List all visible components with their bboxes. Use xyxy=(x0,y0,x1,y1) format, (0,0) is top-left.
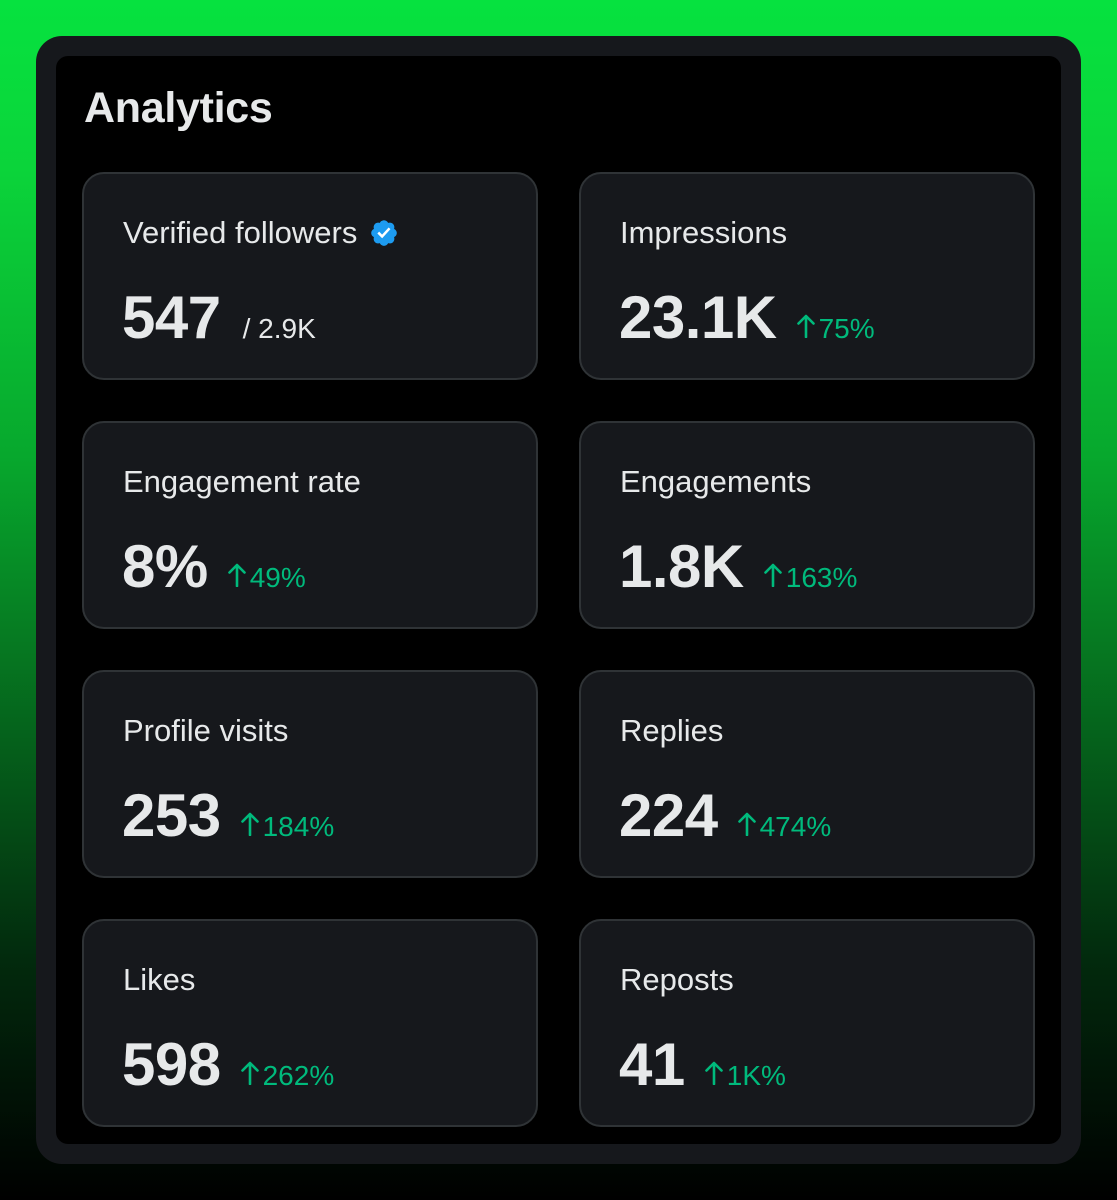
page-title: Analytics xyxy=(84,84,273,132)
metric-label: Replies xyxy=(620,713,724,748)
metric-label: Engagements xyxy=(620,464,812,499)
metric-change-value: 163% xyxy=(785,562,858,593)
metric-value-row: 1.8K 163% xyxy=(619,531,857,603)
metric-value: 8% xyxy=(122,533,208,600)
metric-value: 41 xyxy=(619,1031,685,1098)
metric-change-value: 49% xyxy=(249,562,306,593)
metric-value-row: 41 1K% xyxy=(619,1029,786,1101)
metric-change: 163% xyxy=(763,561,858,595)
metric-change-value: 75% xyxy=(818,313,875,344)
metric-label-row: Verified followers xyxy=(123,214,399,252)
metric-change: 262% xyxy=(240,1059,335,1093)
metric-card-engagements[interactable]: Engagements 1.8K 163% xyxy=(579,421,1035,629)
metric-change: 1K% xyxy=(704,1059,786,1093)
analytics-panel: Analytics Verified followers 547 / 2.9K xyxy=(56,56,1061,1144)
arrow-up-icon xyxy=(240,810,259,844)
metric-label: Verified followers xyxy=(123,215,358,250)
metric-label: Profile visits xyxy=(123,713,289,748)
metric-change: 184% xyxy=(240,810,335,844)
metric-value: 547 xyxy=(122,284,221,351)
metric-value-row: 23.1K 75% xyxy=(619,282,875,354)
arrow-up-icon xyxy=(737,810,756,844)
metric-label: Likes xyxy=(123,962,196,997)
metric-label: Engagement rate xyxy=(123,464,361,499)
metric-card-impressions[interactable]: Impressions 23.1K 75% xyxy=(579,172,1035,380)
arrow-up-icon xyxy=(763,561,782,595)
metric-change: 474% xyxy=(737,810,832,844)
arrow-up-icon xyxy=(796,312,815,346)
arrow-up-icon xyxy=(704,1059,723,1093)
metric-value: 253 xyxy=(122,782,221,849)
metric-value: 224 xyxy=(619,782,718,849)
metric-value-row: 224 474% xyxy=(619,780,831,852)
metric-card-profile-visits[interactable]: Profile visits 253 184% xyxy=(82,670,538,878)
metrics-grid: Verified followers 547 / 2.9K Impression… xyxy=(82,172,1037,1127)
metric-card-likes[interactable]: Likes 598 262% xyxy=(82,919,538,1127)
metric-value-row: 598 262% xyxy=(122,1029,334,1101)
metric-value-row: 547 / 2.9K xyxy=(122,282,316,354)
metric-change-value: 184% xyxy=(262,811,335,842)
metric-change-value: 474% xyxy=(759,811,832,842)
metric-change: 75% xyxy=(796,312,875,346)
arrow-up-icon xyxy=(227,561,246,595)
metric-card-replies[interactable]: Replies 224 474% xyxy=(579,670,1035,878)
metric-value-row: 253 184% xyxy=(122,780,334,852)
metric-total: / 2.9K xyxy=(242,313,316,344)
metric-label: Impressions xyxy=(620,215,788,250)
arrow-up-icon xyxy=(240,1059,259,1093)
metric-value: 23.1K xyxy=(619,284,777,351)
metric-value: 598 xyxy=(122,1031,221,1098)
analytics-window: Analytics Verified followers 547 / 2.9K xyxy=(36,36,1081,1164)
metric-change-value: 262% xyxy=(262,1060,335,1091)
metric-change: 49% xyxy=(227,561,306,595)
metric-label: Reposts xyxy=(620,962,734,997)
metric-value: 1.8K xyxy=(619,533,744,600)
metric-value-row: 8% 49% xyxy=(122,531,306,603)
verified-badge-icon xyxy=(369,218,399,248)
metric-card-reposts[interactable]: Reposts 41 1K% xyxy=(579,919,1035,1127)
metric-card-verified-followers[interactable]: Verified followers 547 / 2.9K xyxy=(82,172,538,380)
metric-change-value: 1K% xyxy=(726,1060,786,1091)
metric-card-engagement-rate[interactable]: Engagement rate 8% 49% xyxy=(82,421,538,629)
